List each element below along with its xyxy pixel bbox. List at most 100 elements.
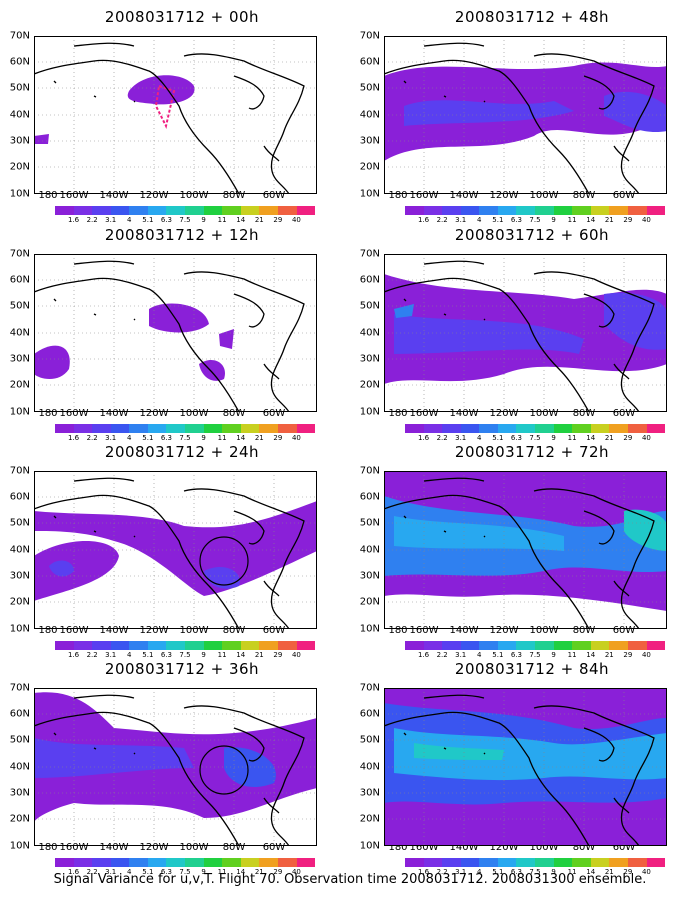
coastline xyxy=(583,75,615,110)
colorbar-swatch xyxy=(553,858,573,867)
colorbar xyxy=(405,206,666,215)
lat-tick-label: 70N xyxy=(9,30,30,42)
variance-contour xyxy=(414,743,504,760)
lat-tick-label: 10N xyxy=(359,188,380,200)
colorbar-swatch xyxy=(55,641,74,650)
coastline xyxy=(34,277,240,412)
colorbar-swatch xyxy=(277,641,297,650)
coastline xyxy=(53,298,136,321)
lat-tick-label: 10N xyxy=(359,406,380,418)
colorbar-label: 14 xyxy=(586,216,596,224)
lon-tick-label: 180 xyxy=(38,842,58,853)
lon-tick-label: 160W xyxy=(59,842,89,853)
variance-contour xyxy=(394,314,584,354)
colorbar-swatch xyxy=(222,206,241,215)
lon-tick-label: 160W xyxy=(409,625,439,636)
colorbar-swatch xyxy=(166,641,186,650)
lon-tick-label: 80W xyxy=(222,625,246,636)
colorbar-label: 14 xyxy=(586,651,596,659)
lat-tick-label: 20N xyxy=(9,813,30,825)
colorbar-label: 2.2 xyxy=(86,651,98,659)
colorbar-swatch xyxy=(259,206,278,215)
map-panel: 2008031712 + 60h 70N 60N 50N 40N 30N 20N 10N 180… xyxy=(350,226,695,444)
coastline xyxy=(73,694,135,699)
variance-map xyxy=(34,471,317,629)
colorbar-label: 29 xyxy=(273,651,283,659)
lon-tick-label: 100W xyxy=(179,408,209,419)
coastline xyxy=(263,797,280,814)
colorbar-label: 29 xyxy=(273,216,283,224)
lon-tick-label: 160W xyxy=(409,842,439,853)
colorbar-label: 3.1 xyxy=(105,651,117,659)
lat-tick-label: 30N xyxy=(9,570,30,582)
coastline xyxy=(73,260,135,265)
lon-tick-label: 120W xyxy=(489,408,519,419)
lon-tick-label: 140W xyxy=(99,625,129,636)
variance-contour xyxy=(404,100,574,126)
variance-contour xyxy=(604,292,667,350)
variance-contour xyxy=(34,501,317,596)
lon-tick-label: 80W xyxy=(572,842,596,853)
colorbar-label: 5.1 xyxy=(142,868,154,876)
coastline xyxy=(263,145,280,162)
colorbar-label: 4 xyxy=(477,216,482,224)
colorbar-swatch xyxy=(296,641,316,650)
colorbar-label: 9 xyxy=(201,434,206,442)
colorbar-swatch xyxy=(73,206,93,215)
colorbar-swatch xyxy=(296,858,316,867)
variance-contour xyxy=(149,303,209,333)
lat-tick-label: 70N xyxy=(9,682,30,694)
colorbar-label: 3.1 xyxy=(455,868,467,876)
colorbar-swatch xyxy=(73,424,93,433)
colorbar-label: 11 xyxy=(567,868,577,876)
colorbar-label: 14 xyxy=(236,434,246,442)
lon-tick-label: 80W xyxy=(572,408,596,419)
colorbar-label: 21 xyxy=(254,216,264,224)
colorbar-swatch xyxy=(627,206,647,215)
coastline xyxy=(34,494,240,629)
lon-tick-label: 140W xyxy=(99,190,129,201)
colorbar-swatch xyxy=(147,424,167,433)
lat-tick-label: 30N xyxy=(9,353,30,365)
lat-tick-label: 60N xyxy=(9,274,30,286)
lon-tick-label: 120W xyxy=(139,190,169,201)
colorbar-label: 1.6 xyxy=(67,434,80,442)
variance-contour xyxy=(394,516,564,551)
colorbar xyxy=(405,858,666,867)
colorbar-label: 7.5 xyxy=(179,434,191,442)
colorbar-labels: 1.6 2.2 3.1 4 5.1 6.3 7.5 9 11 14 21 29 40 xyxy=(55,651,315,661)
lat-tick-label: 70N xyxy=(359,682,380,694)
coastline xyxy=(73,42,135,47)
coastline xyxy=(384,277,590,412)
colorbar-swatch xyxy=(147,641,167,650)
colorbar-label: 4 xyxy=(477,651,482,659)
colorbar-swatch xyxy=(92,858,111,867)
colorbar-label: 5.1 xyxy=(492,868,504,876)
lon-tick-label: 120W xyxy=(489,842,519,853)
coastline xyxy=(53,515,136,538)
colorbar-label: 40 xyxy=(291,216,301,224)
colorbar-label: 1.6 xyxy=(67,651,80,659)
colorbar-swatch xyxy=(240,424,260,433)
colorbar-swatch xyxy=(442,206,461,215)
lon-tick-label: 60W xyxy=(262,408,286,419)
map-panel: 2008031712 + 84h 70N 60N 50N 40N 30N 20N 10N 180… xyxy=(350,660,695,878)
variance-contour xyxy=(154,84,176,129)
colorbar-swatch xyxy=(553,424,573,433)
lon-tick-label: 180 xyxy=(38,190,58,201)
colorbar-label: 40 xyxy=(291,651,301,659)
variance-contour xyxy=(49,560,74,577)
colorbar-swatch xyxy=(277,858,297,867)
colorbar-swatch xyxy=(405,424,424,433)
coastline xyxy=(183,488,305,629)
colorbar-swatch xyxy=(129,858,148,867)
lon-tick-label: 140W xyxy=(99,842,129,853)
lon-tick-label: 120W xyxy=(489,190,519,201)
colorbar-swatch xyxy=(609,206,628,215)
target-circle xyxy=(199,536,249,586)
colorbar-swatch xyxy=(92,206,111,215)
lat-tick-label: 30N xyxy=(359,135,380,147)
map-border xyxy=(384,688,667,846)
coastline xyxy=(183,53,305,194)
colorbar-label: 9 xyxy=(201,868,206,876)
